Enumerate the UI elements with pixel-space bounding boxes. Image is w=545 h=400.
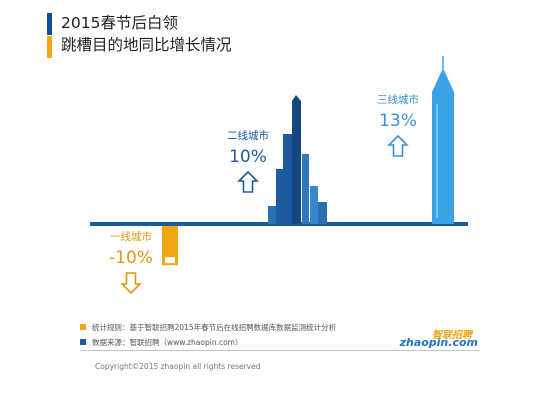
- value-label-2: 10%: [229, 147, 267, 167]
- value-label-1: -10%: [109, 248, 153, 268]
- chart-area: 一线城市 -10% 二线城市 10% 三线城市 13%: [90, 56, 468, 295]
- title-accent-blue: [47, 13, 52, 35]
- chart-title-line1: 2015春节后白领: [61, 14, 178, 32]
- title-accent-bar: [47, 13, 52, 58]
- bar-tier2-building-2: [283, 134, 293, 224]
- category-label-1: 一线城市: [110, 230, 152, 243]
- bar-tier2-building-3: [292, 101, 301, 224]
- arrow-up-icon-3: [387, 134, 409, 157]
- bar-tier2-building-6: [318, 202, 327, 224]
- footer-note-source: 数据来源：智联招聘（www.zhaopin.com）: [80, 337, 460, 348]
- bar-tier2-spire: [292, 95, 301, 101]
- arrow-up-icon-2: [237, 170, 259, 193]
- bullet-blue-icon: [80, 339, 86, 345]
- chart-title: 2015春节后白领 跳槽目的地同比增长情况: [61, 12, 232, 56]
- footer-note-rules-text: 统计规则：基于智联招聘2015年春节后在线招聘数据库数据监测统计分析: [92, 323, 337, 332]
- bar-tier2-building-4: [302, 154, 309, 224]
- footer-note-source-text: 数据来源：智联招聘（www.zhaopin.com）: [92, 338, 243, 347]
- logo-chinese-text: 智联招聘: [432, 330, 472, 341]
- category-label-2: 二线城市: [227, 129, 269, 142]
- bar-tier2-building-0: [268, 206, 277, 224]
- footer-divider: [80, 350, 480, 351]
- category-label-3: 三线城市: [377, 93, 419, 106]
- zhaopin-logo: 智联招聘 zhaopin.com: [400, 326, 482, 352]
- bar-tier3-highlight: [436, 104, 438, 218]
- copyright-text: Copyright©2015 zhaopin all rights reserv…: [95, 362, 261, 371]
- bullet-orange-icon: [80, 324, 86, 330]
- bar-tier1-notch: [165, 257, 175, 264]
- logo-english-text: zhaopin.com: [399, 336, 478, 349]
- bar-tier2-building-1: [276, 169, 284, 224]
- title-accent-orange: [47, 36, 52, 58]
- bar-tier1: [162, 226, 178, 266]
- bar-tier2-building-5: [310, 186, 318, 224]
- footer-note-rules: 统计规则：基于智联招聘2015年春节后在线招聘数据库数据监测统计分析: [80, 322, 460, 333]
- value-label-3: 13%: [379, 111, 417, 131]
- bar-tier3: [432, 70, 454, 224]
- arrow-down-icon-1: [120, 272, 142, 295]
- chart-title-line2: 跳槽目的地同比增长情况: [61, 36, 232, 54]
